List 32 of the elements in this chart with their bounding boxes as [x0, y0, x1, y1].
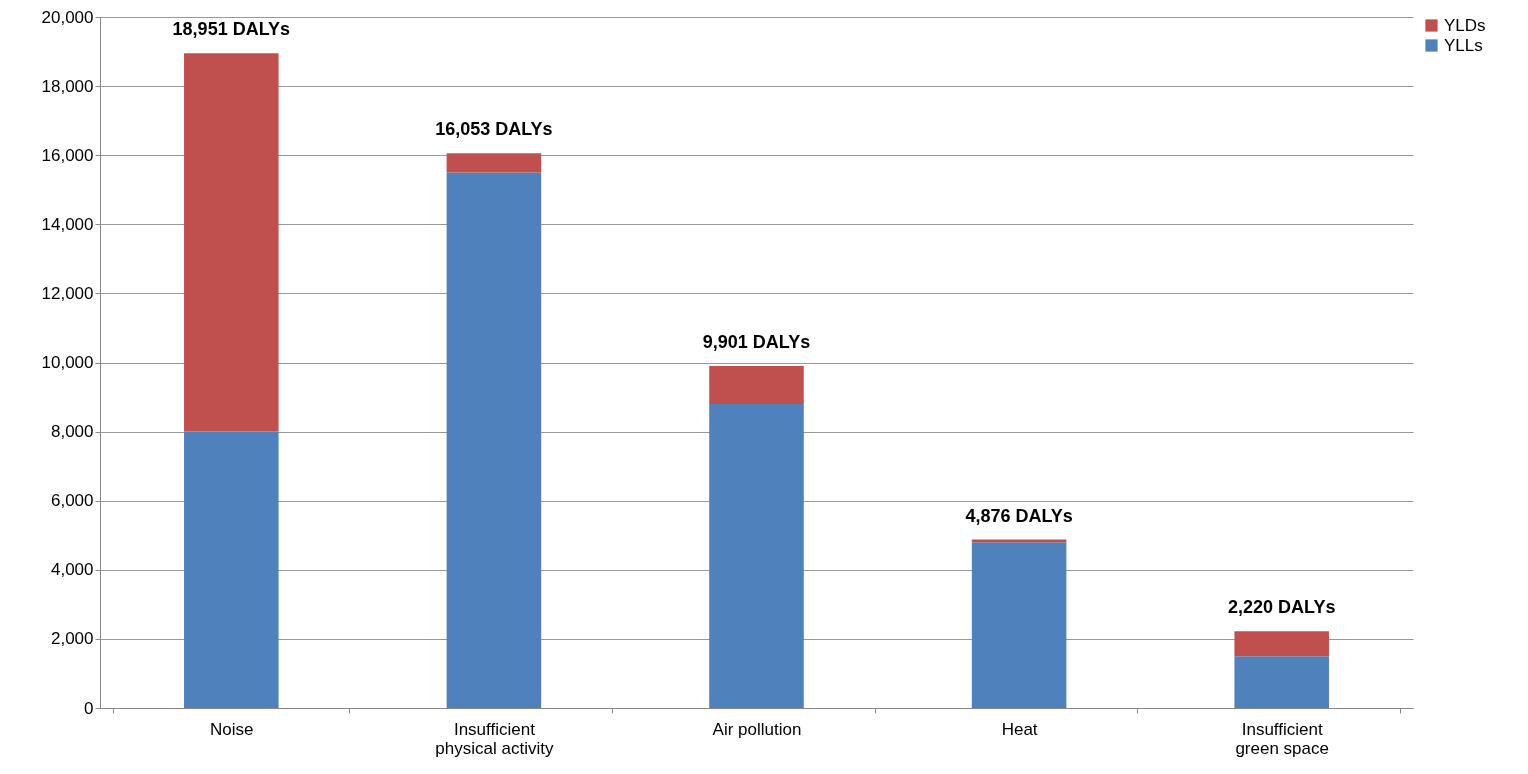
bar — [709, 365, 804, 404]
y-tick-label: 20,000 — [41, 7, 94, 27]
total-label: 4,876 DALYs — [965, 505, 1073, 526]
bar — [1234, 631, 1329, 657]
y-tick-label: 0 — [84, 698, 94, 718]
y-tick-label: 14,000 — [41, 214, 94, 234]
y-tick-label: 18,000 — [41, 76, 94, 96]
bar — [184, 431, 279, 708]
x-tick-label: Noise — [210, 719, 254, 739]
legend-label: YLDs — [1444, 15, 1486, 35]
x-tick-label: Insufficient green space — [1235, 719, 1329, 758]
y-tick-label: 10,000 — [41, 353, 94, 372]
y-tick-label: 8,000 — [50, 422, 94, 442]
x-tick-label: Heat — [1001, 719, 1038, 739]
y-tick-label: 12,000 — [41, 283, 94, 303]
total-label: 18,951 DALYs — [172, 19, 291, 40]
x-tick-label: Air pollution — [712, 719, 802, 739]
total-label: 9,901 DALYs — [702, 331, 811, 352]
y-tick-label: 6,000 — [50, 491, 94, 511]
total-label: 16,053 DALYs — [435, 119, 553, 140]
y-tick-label: 16,000 — [41, 145, 94, 165]
bar — [184, 53, 279, 432]
total-label: 2,220 DALYs — [1228, 597, 1336, 618]
legend-label: YLLs — [1444, 35, 1483, 55]
bar — [1234, 656, 1329, 708]
bar — [446, 153, 542, 173]
bar — [446, 172, 542, 708]
y-tick-label: 4,000 — [50, 560, 94, 580]
bar — [971, 542, 1067, 708]
y-tick-label: 2,000 — [50, 629, 94, 649]
x-tick-label: Insufficient physical activity — [435, 719, 554, 758]
bar — [709, 403, 804, 708]
